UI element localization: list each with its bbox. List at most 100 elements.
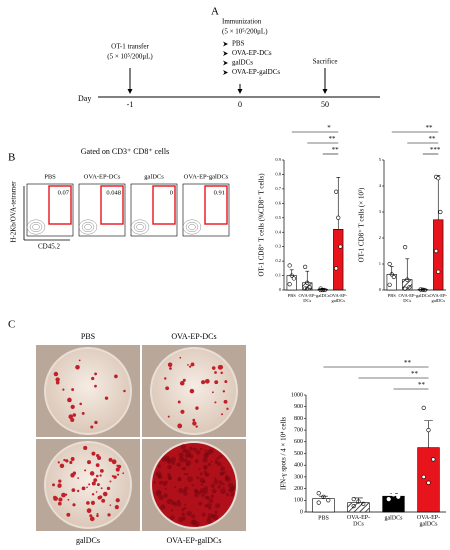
spot [67, 397, 72, 403]
spot [102, 491, 108, 497]
spot [214, 401, 217, 404]
spot [196, 476, 200, 480]
contour [84, 223, 92, 231]
spot [214, 510, 218, 514]
spot [220, 371, 223, 375]
data-point [389, 272, 394, 277]
spot [95, 474, 99, 478]
spot [108, 457, 113, 462]
spot [72, 503, 76, 507]
spot [177, 477, 182, 482]
group-text: OVA-EP-galDCs [232, 68, 280, 76]
spot [113, 475, 117, 479]
data-point [318, 287, 323, 293]
y-tick-label: 400 [294, 463, 303, 469]
bar [312, 498, 335, 513]
data-point [322, 287, 327, 293]
significance-label: ** [411, 370, 419, 378]
spot [91, 493, 95, 496]
spot [220, 488, 226, 495]
spot [98, 495, 103, 499]
spot [71, 388, 75, 392]
y-tick-label: 0.8 [275, 171, 281, 176]
spot [204, 378, 210, 384]
spot [62, 388, 65, 391]
spot [155, 490, 162, 497]
data-point [403, 286, 408, 291]
spot [223, 399, 228, 404]
plate-label: OVA-EP-galDCs [167, 536, 222, 545]
panel-label: A [211, 6, 219, 18]
bar [433, 219, 444, 291]
x-tick-label: OVA-EP-DCs [299, 293, 317, 303]
spot [173, 486, 177, 489]
spot [114, 505, 119, 510]
spot [76, 489, 80, 493]
spot [222, 482, 225, 486]
data-point [321, 494, 326, 499]
data-point [386, 490, 391, 495]
y-tick-label: 200 [294, 486, 303, 492]
data-point [303, 286, 308, 291]
flow-y-label: H-2Kb/OVA-tetramer [10, 181, 18, 243]
y-tick-label: 0.3 [275, 244, 281, 249]
spot [200, 380, 206, 385]
bullet [223, 60, 228, 66]
y-tick-label: 0.7 [275, 186, 281, 191]
y-tick-label: 0.2 [275, 258, 281, 263]
significance-label: ** [332, 146, 340, 154]
y-tick-label: 0.9 [275, 157, 281, 162]
spot [106, 486, 111, 491]
arrow-head [237, 89, 243, 94]
spot [90, 500, 96, 505]
error-bar [319, 495, 328, 499]
spot [68, 414, 74, 419]
spot [230, 485, 236, 491]
data-point [426, 428, 431, 433]
contour [188, 223, 196, 231]
y-tick-label: 100 [294, 498, 303, 504]
spot [195, 406, 199, 410]
arrow-head [322, 89, 328, 94]
spot [167, 362, 173, 368]
spot [184, 503, 187, 506]
flow-panel-name: galDCs [144, 173, 164, 180]
spot [169, 515, 175, 520]
panel-label: C [8, 319, 15, 331]
spot [179, 456, 183, 460]
spot [163, 493, 168, 498]
y-tick-label: 0.1 [275, 273, 281, 278]
spot [202, 489, 208, 495]
significance-label: ** [425, 124, 433, 132]
plate-label: galDCs [76, 536, 100, 545]
y-tick-label: 4 [379, 183, 382, 188]
spot [190, 362, 195, 367]
y-tick-label: 300 [294, 474, 303, 480]
data-point [334, 189, 339, 194]
spot [79, 402, 82, 406]
spot [217, 485, 221, 489]
y-tick-label: 800 [294, 416, 303, 422]
spot [216, 456, 220, 460]
spot [115, 467, 120, 472]
bar [347, 502, 370, 513]
spot [115, 498, 120, 503]
significance-label: ** [429, 135, 437, 143]
spot [114, 374, 118, 379]
spot [81, 486, 86, 491]
spot [210, 460, 213, 463]
spot [75, 364, 80, 370]
group-text: galDCs [232, 59, 253, 67]
y-tick-label: 500 [294, 451, 303, 457]
spot [177, 400, 181, 404]
spot [71, 488, 76, 492]
spot [219, 471, 225, 476]
data-point [391, 492, 396, 497]
spot [223, 471, 227, 474]
contour [130, 219, 150, 235]
spot [165, 386, 170, 391]
spot [155, 471, 162, 477]
x-tick-label: OVA-EP-DCs [399, 293, 417, 303]
spot [186, 510, 192, 517]
bar [386, 274, 397, 291]
